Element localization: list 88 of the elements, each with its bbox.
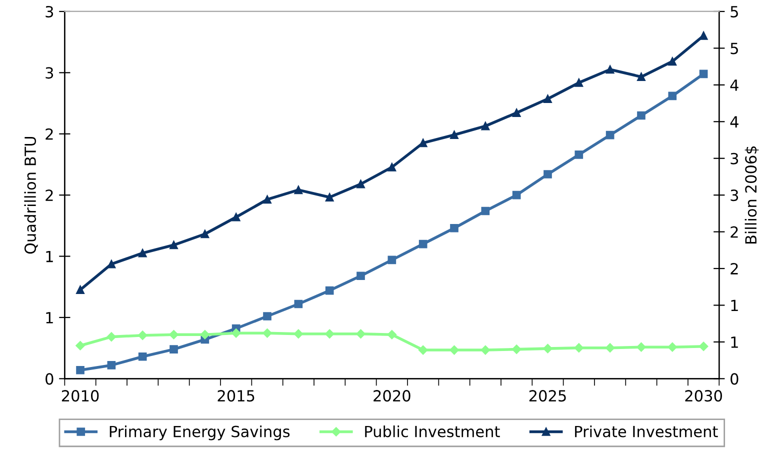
point xyxy=(544,94,552,104)
y2-tick-label: 3 xyxy=(730,152,738,164)
point xyxy=(512,344,522,354)
y-axis-title: Quadrillion BTU xyxy=(24,136,38,254)
legend-label: Primary Energy Savings xyxy=(110,425,290,440)
point xyxy=(512,108,521,117)
y2-tick-label: 5 xyxy=(730,42,738,54)
point xyxy=(418,345,428,355)
point xyxy=(107,260,116,268)
point xyxy=(668,92,677,100)
point xyxy=(512,190,521,200)
point xyxy=(450,130,458,140)
y2-tick-label: 4 xyxy=(730,116,738,128)
x-tick-label: 2030 xyxy=(685,390,722,402)
point xyxy=(356,329,366,338)
point xyxy=(481,122,490,130)
y2-tick-label: 2 xyxy=(730,226,738,238)
legend-label: Private Investment xyxy=(575,425,718,438)
point xyxy=(232,212,240,222)
point xyxy=(170,240,178,250)
x-tick-label: 2025 xyxy=(529,390,566,402)
y-tick-label: 0 xyxy=(46,373,54,385)
point xyxy=(637,72,646,82)
point xyxy=(388,163,396,172)
point xyxy=(544,170,552,178)
point xyxy=(606,130,614,140)
point xyxy=(450,345,459,355)
point xyxy=(294,300,303,308)
point xyxy=(605,343,615,352)
point xyxy=(200,230,210,238)
point xyxy=(668,342,678,352)
point xyxy=(574,150,584,159)
y2-tick-label: 1 xyxy=(731,336,738,348)
point xyxy=(450,224,458,232)
x-tick-label: 2020 xyxy=(374,390,410,402)
y-tick-label: 3 xyxy=(46,6,54,18)
point xyxy=(356,272,365,280)
legend-label: Public Investment xyxy=(365,425,500,438)
point xyxy=(325,193,334,202)
point xyxy=(543,344,552,354)
point xyxy=(356,180,365,188)
point xyxy=(200,330,210,340)
y2-tick-label: 0 xyxy=(730,373,738,385)
point xyxy=(698,342,708,351)
y-tick-label: 1 xyxy=(46,312,53,324)
point xyxy=(106,332,116,342)
point xyxy=(294,329,304,338)
y-tick-label: 2 xyxy=(46,128,53,140)
point xyxy=(481,206,490,216)
point xyxy=(387,330,397,340)
point xyxy=(138,330,148,340)
point xyxy=(574,343,584,352)
point xyxy=(480,345,490,355)
x-tick-label: 2010 xyxy=(62,390,99,402)
y2-axis-title: Billion 2006$ xyxy=(744,146,759,244)
point xyxy=(324,329,334,338)
point xyxy=(138,352,147,361)
y-tick-label: 1 xyxy=(46,250,53,262)
point xyxy=(637,111,646,120)
point xyxy=(418,138,428,148)
point xyxy=(668,57,677,66)
y2-tick-label: 1 xyxy=(731,300,738,312)
point xyxy=(262,328,272,338)
y-tick-label: 3 xyxy=(46,67,54,79)
point xyxy=(76,341,85,350)
point xyxy=(169,330,178,340)
point xyxy=(294,186,303,194)
point xyxy=(606,65,614,74)
y2-tick-label: 4 xyxy=(730,80,738,91)
point xyxy=(418,240,428,248)
point xyxy=(170,345,178,354)
point xyxy=(263,195,272,204)
y2-tick-label: 2 xyxy=(730,262,738,274)
y-tick-label: 2 xyxy=(46,190,53,201)
point xyxy=(76,286,84,294)
y2-tick-label: 3 xyxy=(730,190,738,202)
point xyxy=(325,286,334,295)
point xyxy=(107,361,116,370)
point xyxy=(76,366,84,374)
point xyxy=(699,70,708,78)
y2-tick-label: 5 xyxy=(730,6,738,18)
point xyxy=(231,328,241,338)
point xyxy=(263,312,272,320)
point xyxy=(574,78,584,87)
x-tick-label: 2015 xyxy=(218,390,254,402)
point xyxy=(388,256,396,264)
point xyxy=(636,342,646,352)
point xyxy=(138,248,147,258)
